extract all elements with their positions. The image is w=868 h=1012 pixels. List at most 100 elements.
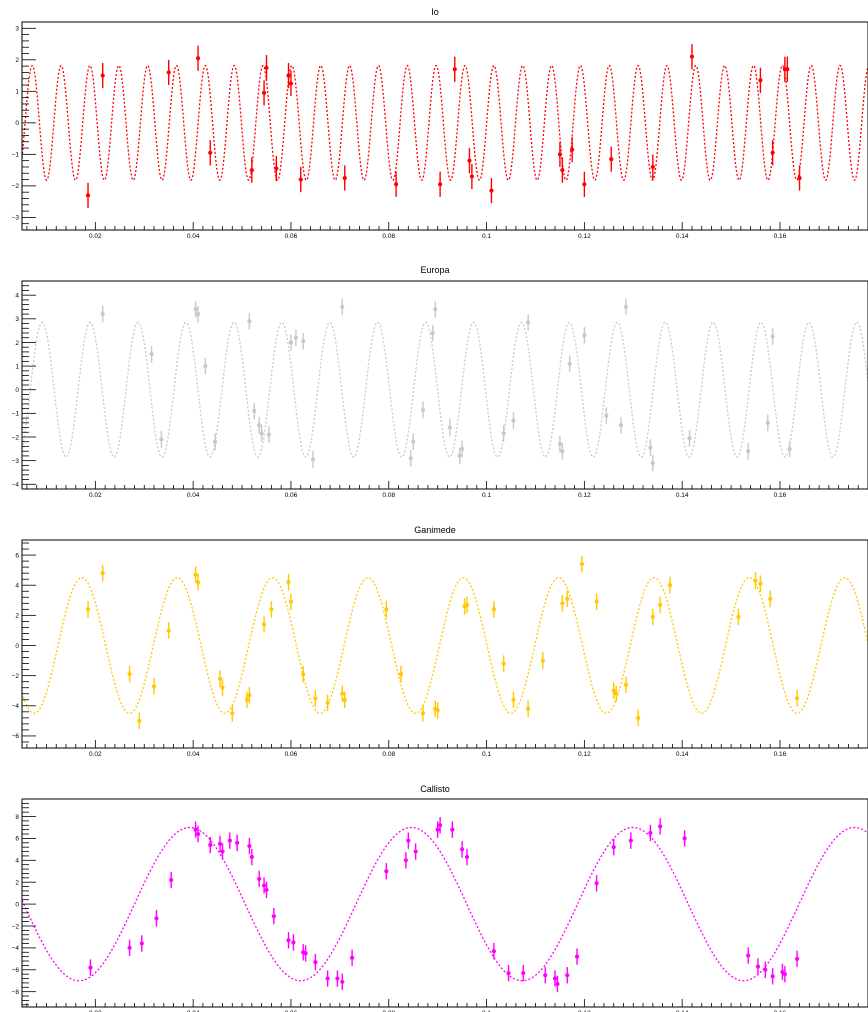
marker <box>609 156 614 162</box>
y-tick-label: 1 <box>15 363 19 370</box>
data-point <box>491 601 497 618</box>
marker <box>408 456 413 461</box>
data-point <box>85 182 91 208</box>
x-tick-label: 0.02 <box>89 492 102 499</box>
x-tick-label: 0.16 <box>774 492 787 499</box>
y-tick-label: 2 <box>15 613 19 620</box>
marker <box>149 352 154 357</box>
data-point <box>794 689 800 707</box>
marker <box>574 954 580 959</box>
y-tick-label: 3 <box>15 316 19 323</box>
data-point <box>526 314 531 331</box>
x-tick-label: 0.12 <box>578 492 591 499</box>
x-tick-label: 0.1 <box>482 233 491 240</box>
marker <box>342 175 347 181</box>
data-point <box>325 694 330 712</box>
panel-title: Io <box>431 7 439 17</box>
data-point <box>636 709 641 727</box>
marker <box>582 182 587 187</box>
data-point <box>746 947 751 964</box>
data-point <box>325 970 330 987</box>
data-point <box>208 836 213 854</box>
data-point <box>521 964 526 982</box>
marker <box>220 849 225 854</box>
data-point <box>567 355 572 372</box>
data-point <box>149 346 154 363</box>
marker <box>257 876 262 882</box>
data-point <box>217 835 223 853</box>
data-point <box>506 964 511 982</box>
marker <box>467 158 472 163</box>
marker <box>628 838 633 843</box>
data-point <box>460 440 465 458</box>
y-tick-label: 0 <box>15 387 19 394</box>
data-point <box>230 705 235 722</box>
marker <box>403 858 408 863</box>
marker <box>335 976 340 981</box>
marker <box>753 578 758 583</box>
data-point <box>100 305 105 323</box>
marker <box>139 941 144 946</box>
fit-curve <box>22 826 868 982</box>
data-point <box>565 967 570 984</box>
marker <box>252 408 257 414</box>
marker <box>217 676 223 681</box>
marker <box>511 418 516 423</box>
data-point <box>604 407 609 424</box>
marker <box>755 964 761 969</box>
marker <box>220 685 225 690</box>
marker <box>393 182 399 187</box>
marker <box>435 708 440 713</box>
data-point <box>438 817 443 834</box>
marker <box>217 841 223 846</box>
data-point <box>755 958 761 975</box>
y-tick-label: 1 <box>15 89 19 96</box>
data-point <box>269 601 274 618</box>
marker <box>433 307 438 312</box>
data-point <box>249 157 254 183</box>
y-tick-label: −3 <box>12 458 20 465</box>
marker <box>411 439 416 444</box>
data-point <box>340 973 345 991</box>
marker <box>526 706 531 711</box>
plot-frame <box>21 280 868 490</box>
marker <box>235 840 240 845</box>
data-point <box>570 137 575 163</box>
data-point <box>609 146 614 172</box>
data-point <box>303 945 308 962</box>
marker <box>261 883 267 888</box>
marker <box>782 972 787 977</box>
data-point <box>413 843 418 860</box>
panel-title: Ganimede <box>414 525 456 535</box>
marker <box>288 599 294 604</box>
marker <box>435 827 440 832</box>
marker <box>384 869 389 874</box>
marker <box>460 847 465 852</box>
marker <box>430 330 435 336</box>
y-tick-label: −4 <box>12 945 20 952</box>
marker <box>604 413 609 418</box>
marker <box>169 877 174 883</box>
data-point <box>552 970 558 987</box>
marker <box>266 432 272 437</box>
data-point <box>797 165 802 191</box>
data-point <box>758 67 763 93</box>
data-point <box>193 821 198 838</box>
data-point <box>293 329 298 346</box>
y-tick-label: −1 <box>12 152 20 159</box>
fit-curve <box>22 64 868 182</box>
data-point <box>526 700 531 718</box>
data-point <box>288 334 294 351</box>
marker <box>794 696 800 701</box>
marker <box>565 973 570 978</box>
marker <box>257 423 262 428</box>
data-point <box>746 442 751 460</box>
data-point <box>249 848 254 866</box>
y-tick-label: 3 <box>15 26 19 33</box>
data-point <box>618 416 624 434</box>
y-tick-label: 2 <box>15 880 19 887</box>
x-tick-label: 0.16 <box>774 1010 787 1012</box>
x-tick-label: 0.06 <box>285 492 298 499</box>
y-tick-label: 6 <box>15 836 19 843</box>
data-point <box>687 429 692 447</box>
